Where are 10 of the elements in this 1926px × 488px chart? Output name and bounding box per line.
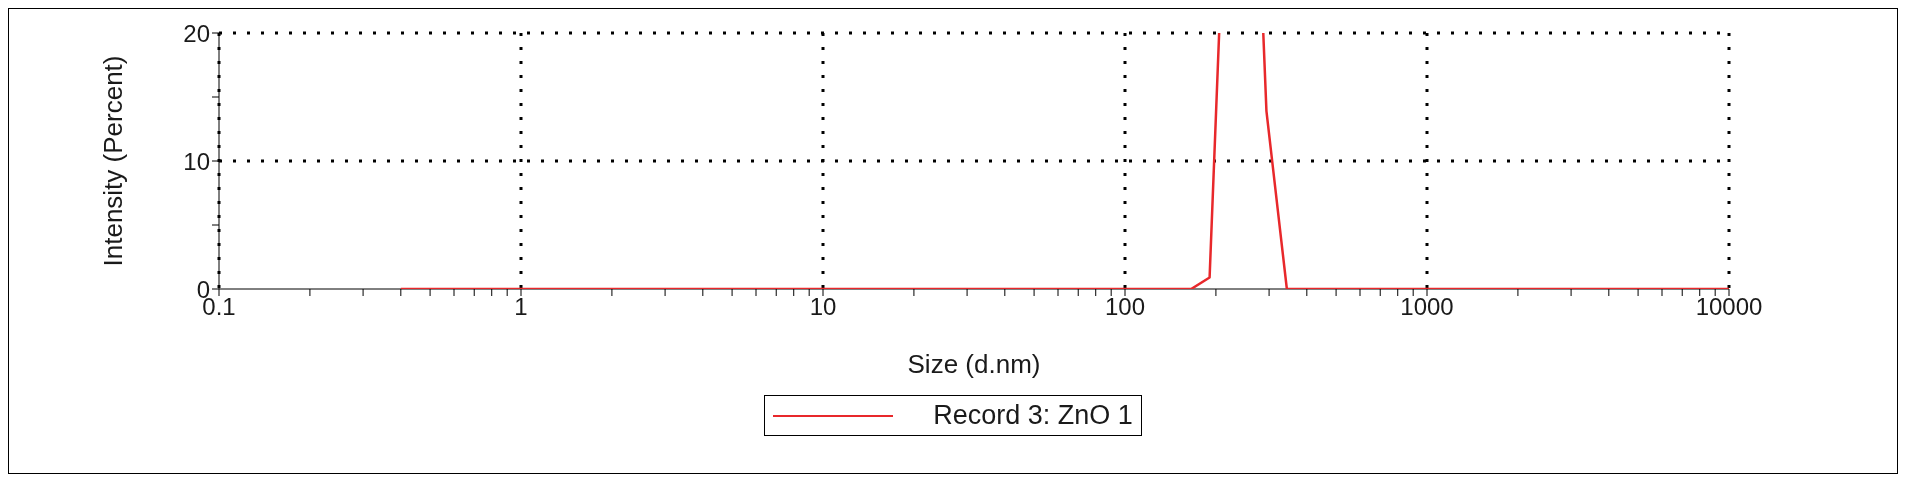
- x-tick-label: 10: [809, 293, 837, 321]
- y-tick-label: 20: [183, 19, 210, 47]
- x-axis-title: Size (d.nm): [907, 349, 1041, 379]
- y-axis-title: Intensity (Percent): [98, 55, 129, 267]
- x-tick-label: 100: [1104, 293, 1146, 321]
- y-tick-label: 10: [183, 147, 210, 175]
- x-tick-label: 1: [514, 293, 528, 321]
- x-tick-label: 10000: [1695, 293, 1763, 321]
- x-tick-label: 1000: [1400, 293, 1454, 321]
- legend-label: Record 3: ZnO 1: [933, 400, 1133, 431]
